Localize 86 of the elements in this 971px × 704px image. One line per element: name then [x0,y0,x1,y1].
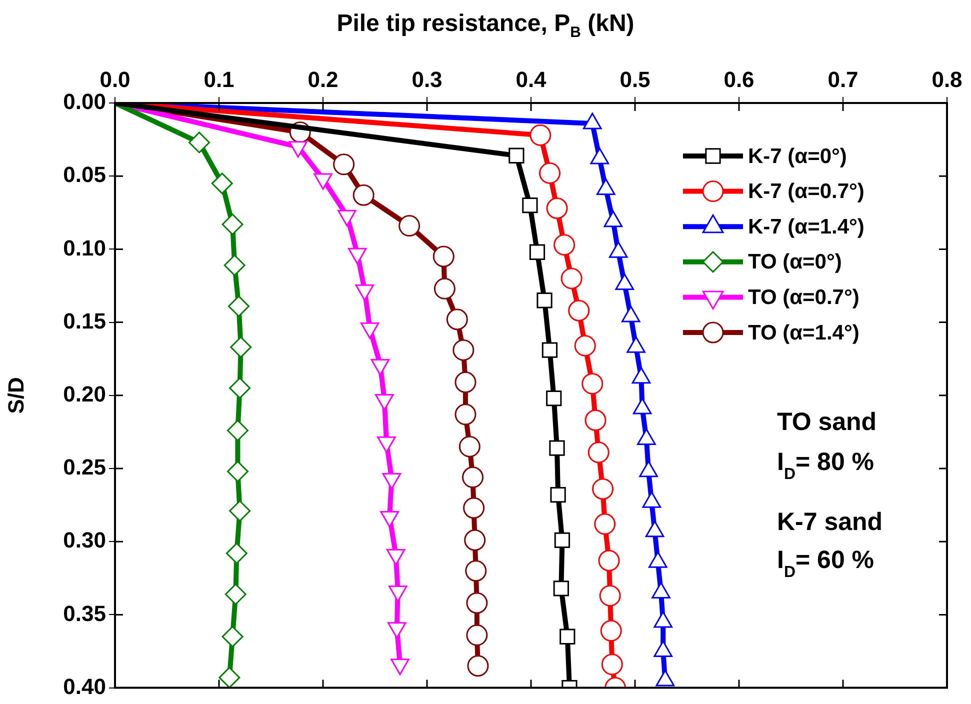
legend-label: TO (α=1.4°) [748,321,860,344]
point [222,214,244,236]
point [466,624,488,646]
point [398,215,420,237]
point [454,404,476,426]
point [464,529,486,551]
legend-label: TO (α=0.7°) [748,286,860,309]
point [229,377,251,399]
y-tick-label: 0.10 [63,235,106,260]
y-tick-label: 0.00 [63,89,106,114]
y-axis-title: S/D [3,377,28,414]
point [542,342,558,358]
point [536,292,552,308]
point [229,500,251,522]
point [568,300,590,322]
point [574,334,596,356]
point [594,513,616,535]
y-tick-label: 0.25 [63,454,106,480]
annotation: TO sand [777,408,877,436]
point [598,550,620,572]
legend-label: K-7 (α=0.7°) [748,180,864,204]
point [584,410,606,432]
x-tick-label: 0.5 [620,66,650,92]
x-axis-title: Pile tip resistance, P$_{B}$ (kN) [336,10,636,41]
point [592,478,614,500]
point [600,620,622,642]
point [454,371,476,393]
x-tick-label: 0.3 [412,66,442,92]
point [508,148,524,164]
point [463,497,485,519]
point [434,278,456,300]
y-tick-label: 0.05 [63,162,106,188]
point [224,254,246,276]
y-tick-label: 0.35 [63,600,106,626]
point [226,542,248,564]
point [467,655,489,677]
x-tick-label: 0.6 [724,66,754,92]
point [230,336,252,358]
point [582,372,604,394]
point [546,390,562,406]
point [560,268,582,290]
point [222,626,244,648]
point [218,666,240,688]
point [466,592,488,614]
point [432,246,454,268]
y-tick-label: 0.15 [63,308,106,334]
y-tick-label: 0.30 [63,528,106,553]
legend-label: K-7 (α=1.4°) [748,215,864,238]
x-tick-label: 0.0 [100,66,130,92]
point [446,308,468,330]
point [224,583,246,605]
legend-label: TO (α=0°) [748,250,842,274]
x-tick-label: 0.4 [516,66,548,92]
point [333,154,355,176]
point [228,295,250,317]
point [553,580,569,596]
legend-label: K-7 (α=0°) [748,144,847,168]
x-tick-label: 0.2 [308,66,338,92]
point [522,198,538,214]
annotation: K-7 sand [777,508,883,536]
point [452,339,474,361]
point [546,198,568,220]
point [554,234,576,256]
point [529,244,546,260]
point [538,162,560,184]
x-tick-label: 0.7 [828,66,858,92]
point [550,486,566,503]
point [599,584,621,606]
x-tick-label: 0.1 [204,66,234,92]
point [601,654,623,676]
point [458,436,480,458]
point [549,440,565,456]
point [554,532,570,548]
point [226,460,248,482]
point [560,628,576,644]
point [352,184,374,206]
point [462,466,484,488]
x-tick-label: 0.8 [932,66,962,92]
point [588,442,610,464]
point [188,132,210,154]
point [211,172,233,194]
point [226,420,248,442]
y-tick-label: 0.40 [63,674,106,699]
y-tick-label: 0.20 [63,381,106,406]
point [530,124,552,146]
point [465,560,487,582]
